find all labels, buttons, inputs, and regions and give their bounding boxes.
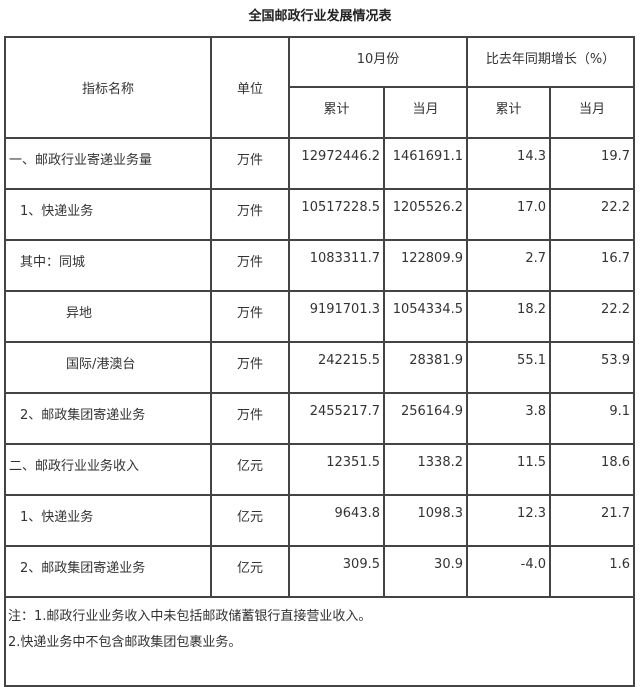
- table-row: 2、邮政集团寄递业务 万件 2455217.7 256164.9 3.8 9.1: [4, 392, 635, 445]
- row-growth-current: 22.2: [549, 290, 635, 343]
- row-name: 1、快递业务: [4, 494, 212, 547]
- row-current: 256164.9: [383, 392, 468, 445]
- row-cumulative: 9191701.3: [288, 290, 385, 343]
- row-growth-cumulative: 17.0: [466, 188, 551, 241]
- row-cumulative: 1083311.7: [288, 239, 385, 292]
- row-unit: 万件: [210, 239, 290, 292]
- row-current: 30.9: [383, 545, 468, 598]
- notes: 注：1.邮政行业业务收入中未包括邮政储蓄银行直接营业收入。 2.快递业务中不包含邮…: [4, 596, 635, 687]
- row-name: 异地: [4, 290, 212, 343]
- row-unit: 万件: [210, 290, 290, 343]
- header-growth: 比去年同期增长（%）: [466, 36, 635, 88]
- row-current: 1054334.5: [383, 290, 468, 343]
- row-name: 2、邮政集团寄递业务: [4, 392, 212, 445]
- header-current: 当月: [383, 86, 468, 139]
- row-growth-cumulative: 18.2: [466, 290, 551, 343]
- row-growth-cumulative: 12.3: [466, 494, 551, 547]
- row-name: 2、邮政集团寄递业务: [4, 545, 212, 598]
- row-cumulative: 2455217.7: [288, 392, 385, 445]
- table-row: 一、邮政行业寄递业务量 万件 12972446.2 1461691.1 14.3 19.7: [4, 137, 635, 190]
- row-cumulative: 309.5: [288, 545, 385, 598]
- note-line: 注：1.邮政行业业务收入中未包括邮政储蓄银行直接营业收入。: [8, 609, 372, 624]
- row-unit: 万件: [210, 188, 290, 241]
- row-unit: 亿元: [210, 443, 290, 496]
- row-unit: 亿元: [210, 545, 290, 598]
- table-title: 全国邮政行业发展情况表: [248, 9, 392, 24]
- row-growth-cumulative: 14.3: [466, 137, 551, 190]
- table-row: 二、邮政行业业务收入 亿元 12351.5 1338.2 11.5 18.6: [4, 443, 635, 496]
- table-row: 国际/港澳台 万件 242215.5 28381.9 55.1 53.9: [4, 341, 635, 394]
- row-unit: 万件: [210, 392, 290, 445]
- row-growth-current: 9.1: [549, 392, 635, 445]
- row-current: 1338.2: [383, 443, 468, 496]
- table-row: 1、快递业务 亿元 9643.8 1098.3 12.3 21.7: [4, 494, 635, 547]
- row-cumulative: 12972446.2: [288, 137, 385, 190]
- row-name: 其中：同城: [4, 239, 212, 292]
- row-name: 国际/港澳台: [4, 341, 212, 394]
- row-growth-cumulative: 55.1: [466, 341, 551, 394]
- row-name: 二、邮政行业业务收入: [4, 443, 212, 496]
- row-growth-cumulative: -4.0: [466, 545, 551, 598]
- row-growth-current: 53.9: [549, 341, 635, 394]
- header-growth-current: 当月: [549, 86, 635, 139]
- row-growth-cumulative: 11.5: [466, 443, 551, 496]
- table-row: 异地 万件 9191701.3 1054334.5 18.2 22.2: [4, 290, 635, 343]
- row-growth-current: 18.6: [549, 443, 635, 496]
- row-current: 1098.3: [383, 494, 468, 547]
- table-row: 其中：同城 万件 1083311.7 122809.9 2.7 16.7: [4, 239, 635, 292]
- row-growth-current: 22.2: [549, 188, 635, 241]
- table-row: 2、邮政集团寄递业务 亿元 309.5 30.9 -4.0 1.6: [4, 545, 635, 598]
- row-growth-cumulative: 2.7: [466, 239, 551, 292]
- row-growth-current: 1.6: [549, 545, 635, 598]
- header-growth-cumulative: 累计: [466, 86, 551, 139]
- row-name: 1、快递业务: [4, 188, 212, 241]
- row-growth-current: 16.7: [549, 239, 635, 292]
- row-cumulative: 242215.5: [288, 341, 385, 394]
- header-month: 10月份: [288, 36, 468, 88]
- row-growth-cumulative: 3.8: [466, 392, 551, 445]
- row-current: 1205526.2: [383, 188, 468, 241]
- note-line: 2.快递业务中不包含邮政集团包裹业务。: [8, 635, 242, 650]
- row-growth-current: 21.7: [549, 494, 635, 547]
- row-name: 一、邮政行业寄递业务量: [4, 137, 212, 190]
- row-current: 1461691.1: [383, 137, 468, 190]
- header-cumulative: 累计: [288, 86, 385, 139]
- row-unit: 万件: [210, 341, 290, 394]
- postal-stats-table: 指标名称 单位 10月份 比去年同期增长（%） 累计 当月 累计 当月 一、邮政…: [4, 36, 635, 687]
- row-unit: 亿元: [210, 494, 290, 547]
- row-current: 122809.9: [383, 239, 468, 292]
- header-indicator: 指标名称: [4, 36, 212, 139]
- header-unit: 单位: [210, 36, 290, 139]
- row-current: 28381.9: [383, 341, 468, 394]
- row-unit: 万件: [210, 137, 290, 190]
- table-row: 1、快递业务 万件 10517228.5 1205526.2 17.0 22.2: [4, 188, 635, 241]
- row-growth-current: 19.7: [549, 137, 635, 190]
- row-cumulative: 10517228.5: [288, 188, 385, 241]
- row-cumulative: 12351.5: [288, 443, 385, 496]
- row-cumulative: 9643.8: [288, 494, 385, 547]
